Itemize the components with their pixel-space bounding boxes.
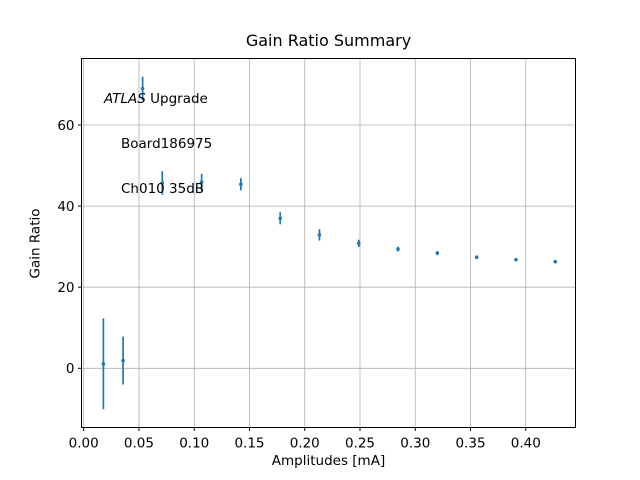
annotation-block: ATLAS Upgrade Board186975 Ch010 35dB — [104, 62, 212, 227]
annotation-line-1-rest: Upgrade — [145, 91, 208, 107]
data-point — [160, 181, 165, 185]
y-axis-label: Gain Ratio — [27, 208, 44, 279]
data-point — [121, 358, 125, 363]
y-tick-label: 60 — [57, 118, 74, 134]
x-tick-label: 0.40 — [511, 436, 541, 452]
y-tick-label: 40 — [57, 199, 74, 215]
annotation-line-1: ATLAS Upgrade — [104, 92, 212, 107]
data-point — [140, 86, 145, 91]
data-point — [356, 241, 361, 246]
y-tick-label: 0 — [66, 361, 75, 377]
annotation-atlas-italic: ATLAS — [104, 91, 146, 107]
x-axis-label: Amplitudes [mA] — [271, 453, 386, 469]
axes-background — [81, 58, 576, 428]
x-tick-label: 0.20 — [290, 436, 320, 452]
annotation-line-2: Board186975 — [121, 136, 213, 152]
plot-border — [81, 58, 576, 428]
data-point — [435, 251, 440, 255]
data-point — [474, 255, 479, 259]
data-point — [553, 259, 558, 264]
y-tick-label: 20 — [57, 280, 74, 296]
data-point — [101, 362, 106, 366]
data-point — [199, 180, 204, 184]
data-point — [239, 182, 243, 187]
x-tick-label: 0.05 — [124, 436, 154, 452]
x-tick-label: 0.15 — [234, 436, 264, 452]
annotation-line-3: Ch010 35dB — [121, 181, 205, 197]
data-point — [514, 257, 518, 262]
x-tick-label: 0.10 — [179, 436, 209, 452]
x-tick-label: 0.35 — [455, 436, 485, 452]
data-point — [396, 247, 400, 251]
x-tick-label: 0.30 — [400, 436, 430, 452]
x-tick-label: 0.25 — [345, 436, 375, 452]
chart-title: Gain Ratio Summary — [245, 31, 412, 50]
data-point — [278, 216, 283, 221]
data-point — [317, 233, 322, 237]
x-tick-label: 0.00 — [69, 436, 99, 452]
